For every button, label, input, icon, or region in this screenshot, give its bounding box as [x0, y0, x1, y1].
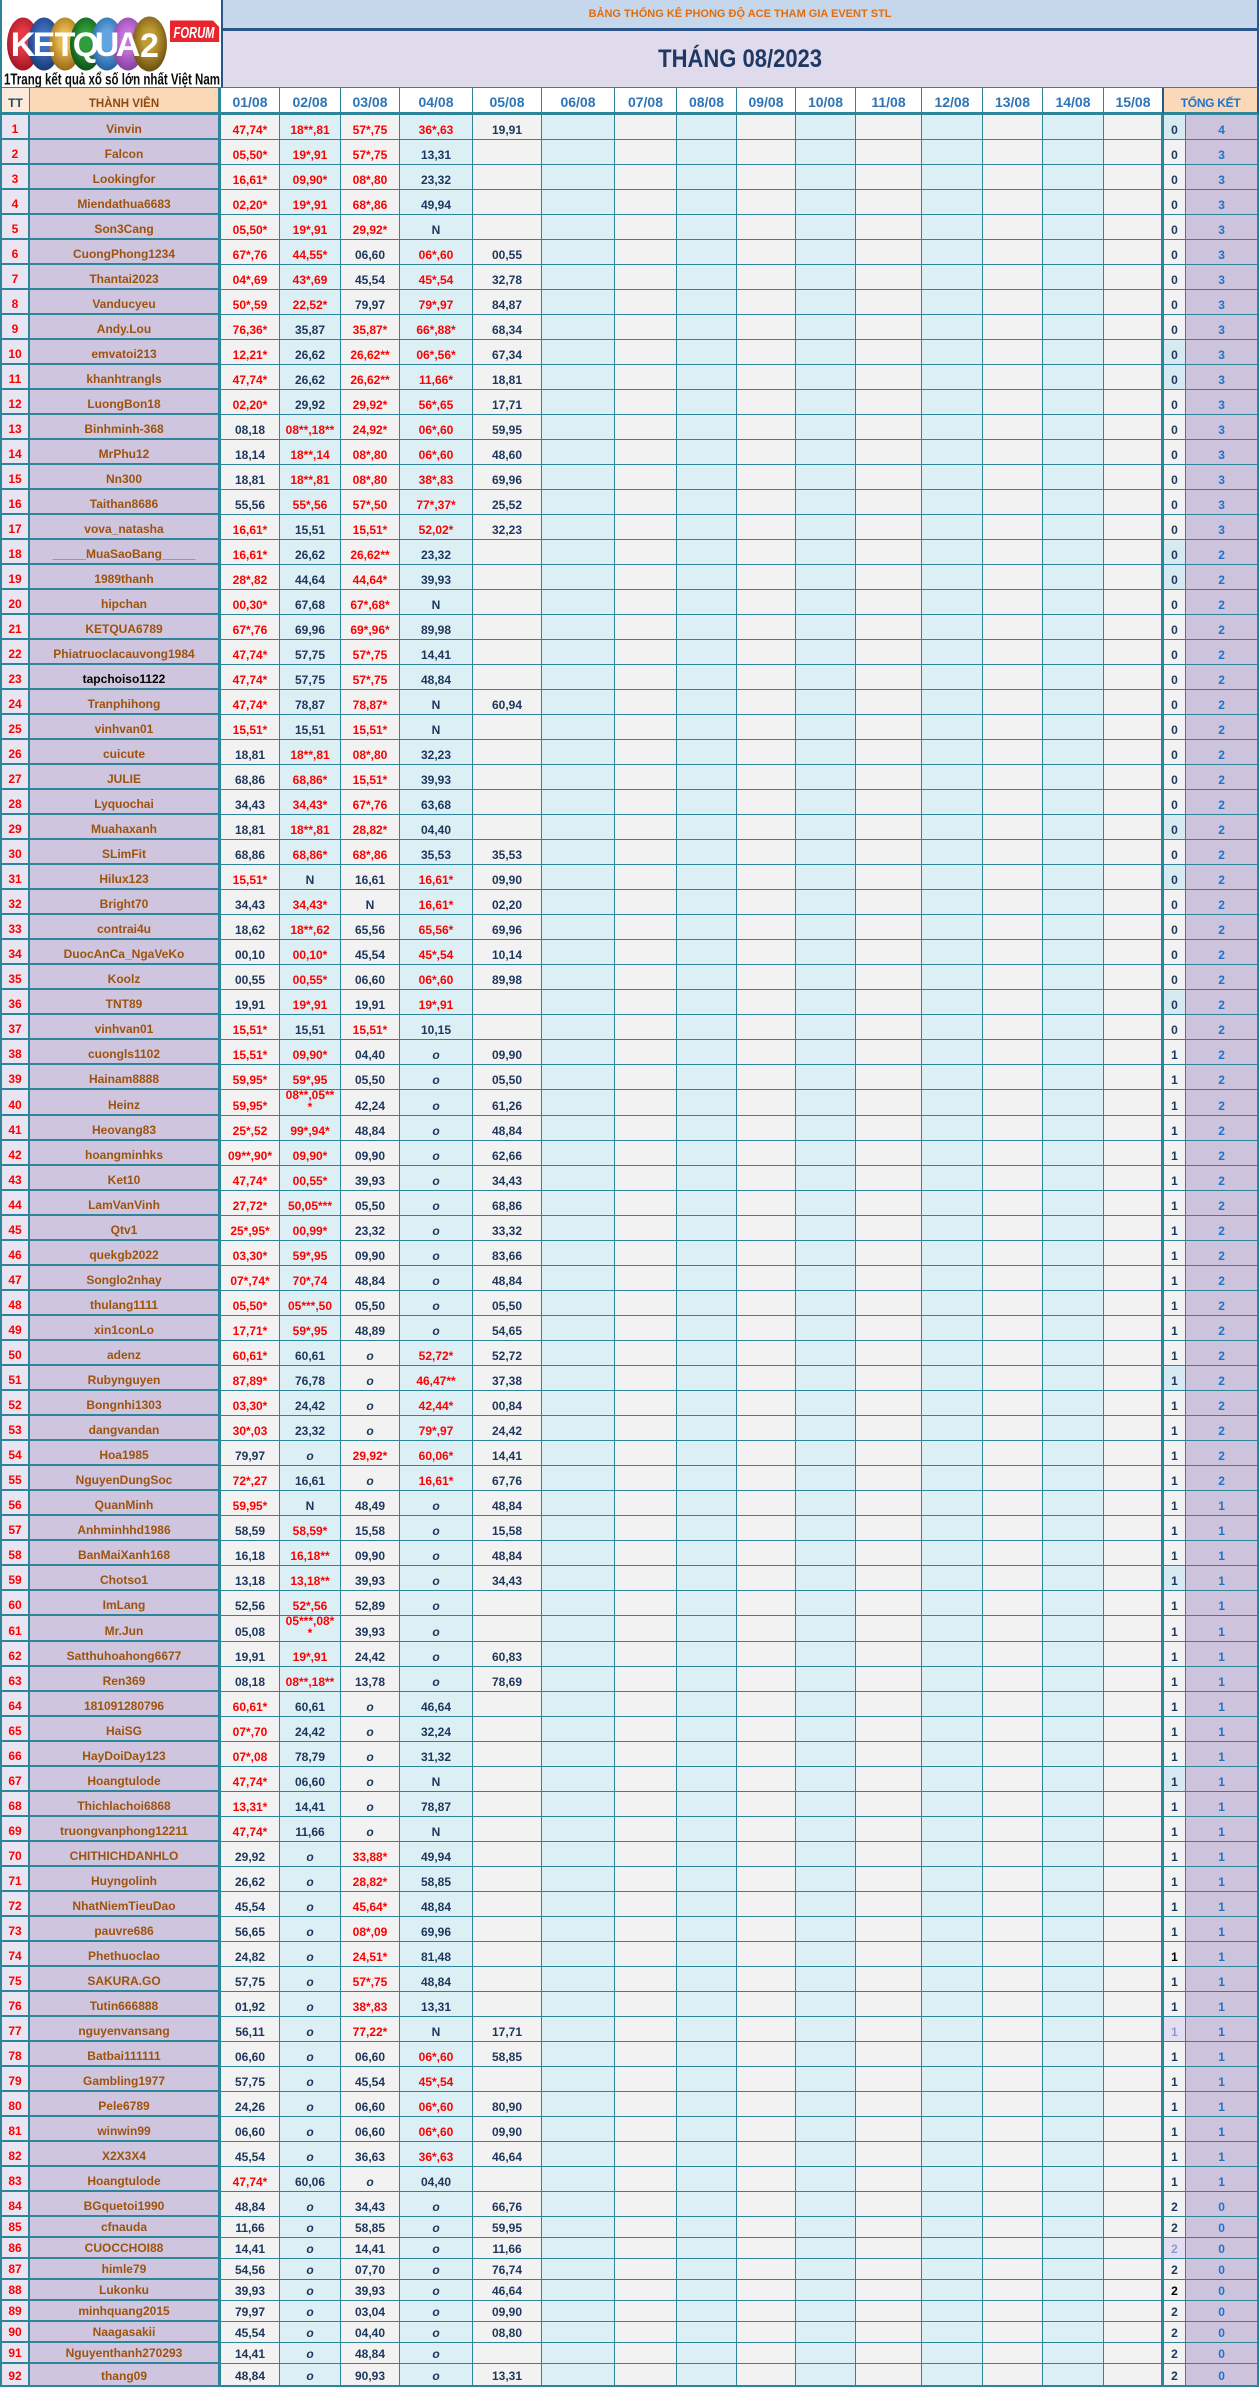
svg-text:Q: Q: [73, 26, 99, 64]
svg-text:E: E: [33, 26, 56, 64]
svg-text:1Trang kết quả xổ số lớn nhất: 1Trang kết quả xổ số lớn nhất Việt Nam: [4, 71, 220, 88]
svg-text:2: 2: [140, 27, 159, 65]
svg-text:K: K: [11, 26, 36, 64]
svg-text:FORUM: FORUM: [174, 25, 215, 42]
svg-text:T: T: [55, 26, 76, 64]
svg-text:U: U: [95, 26, 120, 64]
svg-text:A: A: [116, 26, 141, 64]
